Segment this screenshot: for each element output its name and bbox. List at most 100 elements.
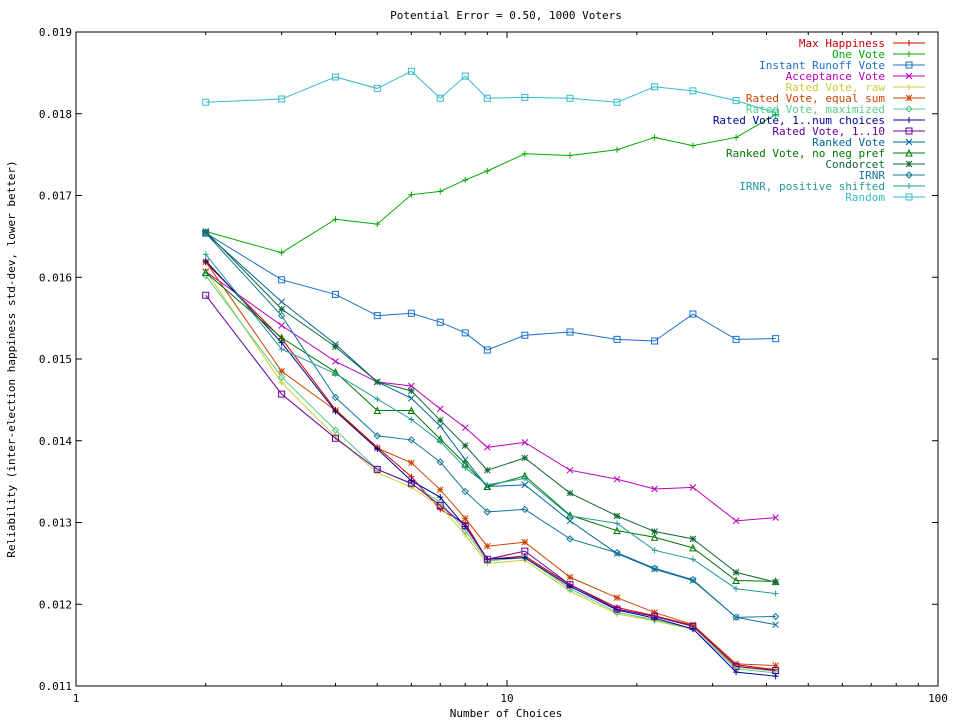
data-point xyxy=(733,134,740,141)
legend-marker xyxy=(905,171,913,179)
data-point xyxy=(374,396,381,403)
data-point xyxy=(732,97,740,105)
data-point xyxy=(373,312,381,320)
data-point xyxy=(483,557,491,565)
data-point xyxy=(772,109,780,117)
data-point xyxy=(613,512,621,520)
data-point xyxy=(772,673,779,680)
y-tick-label: 0.016 xyxy=(39,271,72,284)
data-point xyxy=(278,298,285,306)
data-point xyxy=(521,538,529,546)
legend-marker xyxy=(905,61,913,69)
data-point xyxy=(408,416,415,423)
data-point xyxy=(651,613,659,621)
data-point xyxy=(689,87,697,95)
y-tick-label: 0.015 xyxy=(39,353,72,366)
data-point xyxy=(650,533,659,541)
data-point xyxy=(689,556,696,563)
data-point xyxy=(407,436,416,444)
series-line xyxy=(205,271,776,582)
data-point xyxy=(613,605,621,613)
data-point xyxy=(771,612,780,621)
data-point xyxy=(278,305,285,313)
data-point xyxy=(436,416,444,424)
data-point xyxy=(436,501,444,509)
data-point xyxy=(521,331,529,339)
data-point xyxy=(277,311,286,320)
data-point xyxy=(461,329,469,337)
series-line xyxy=(205,232,776,618)
data-point xyxy=(373,406,382,415)
data-point xyxy=(332,343,339,351)
y-tick-label: 0.019 xyxy=(39,26,72,39)
data-point xyxy=(437,438,444,445)
legend-label: Rated Vote, equal sum xyxy=(746,92,885,105)
data-point xyxy=(332,358,339,365)
data-point xyxy=(613,594,621,602)
series-line xyxy=(205,254,776,595)
data-point xyxy=(201,268,210,276)
legend-label: Condorcet xyxy=(825,158,885,171)
series-11 xyxy=(202,228,779,586)
data-point xyxy=(278,249,285,256)
data-point xyxy=(202,251,209,258)
data-point xyxy=(461,424,469,432)
series-layer xyxy=(201,67,780,680)
data-point xyxy=(278,322,285,329)
legend-label: Rated Vote, raw xyxy=(786,81,886,94)
series-8 xyxy=(202,291,780,674)
legend-label: Max Happiness xyxy=(799,37,885,50)
data-point xyxy=(278,367,285,375)
data-point xyxy=(732,335,740,343)
data-point xyxy=(613,475,621,483)
data-point xyxy=(521,505,529,514)
data-point xyxy=(202,229,210,237)
data-point xyxy=(651,609,658,616)
data-point xyxy=(408,459,415,467)
data-point xyxy=(331,290,339,298)
data-point xyxy=(689,576,697,584)
data-point xyxy=(613,608,621,617)
data-point xyxy=(373,432,381,440)
x-axis-label: Number of Choices xyxy=(450,707,563,720)
data-point xyxy=(277,373,286,381)
data-point xyxy=(732,662,740,670)
data-point xyxy=(521,554,528,561)
data-point xyxy=(436,422,444,430)
data-point xyxy=(732,517,740,525)
data-point xyxy=(483,443,491,451)
data-point xyxy=(202,291,210,299)
data-point xyxy=(689,622,697,630)
data-point xyxy=(407,309,415,317)
data-point xyxy=(408,191,415,198)
data-point xyxy=(436,318,444,326)
data-point xyxy=(689,142,696,149)
legend-marker xyxy=(905,193,913,201)
data-point xyxy=(651,485,658,493)
y-tick-label: 0.013 xyxy=(39,517,72,530)
data-point xyxy=(521,150,528,157)
data-point xyxy=(521,553,529,562)
data-point xyxy=(689,483,697,491)
data-point xyxy=(332,216,339,223)
data-point xyxy=(772,590,779,597)
data-point xyxy=(521,454,529,462)
data-point xyxy=(483,94,491,102)
legend-marker xyxy=(906,51,912,57)
series-5 xyxy=(202,258,779,669)
y-tick-label: 0.014 xyxy=(39,435,72,448)
legend-label: Acceptance Vote xyxy=(786,70,885,83)
legend-label: Ranked Vote, no neg pref xyxy=(726,147,885,160)
data-point xyxy=(613,98,621,106)
series-line xyxy=(205,231,776,583)
data-point xyxy=(484,481,491,488)
data-point xyxy=(614,520,621,527)
x-axis: 1 10 100 xyxy=(73,32,948,705)
series-2 xyxy=(202,229,780,354)
legend-marker xyxy=(906,183,912,189)
x-tick-label: 100 xyxy=(928,692,948,705)
data-point xyxy=(483,466,491,474)
series-line xyxy=(205,262,776,671)
data-point xyxy=(689,310,697,318)
